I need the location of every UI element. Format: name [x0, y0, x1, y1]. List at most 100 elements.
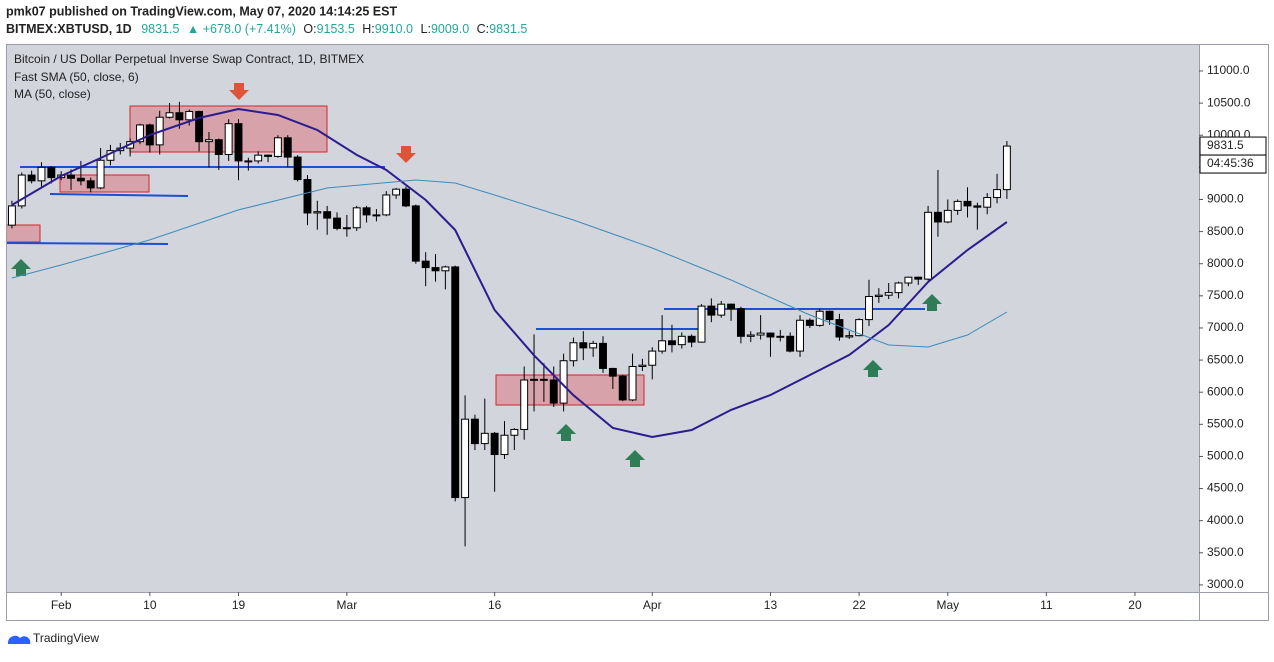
candle-body	[264, 154, 273, 157]
brand: TradingView	[33, 631, 99, 645]
x-tick-label: 22	[852, 598, 866, 612]
candle-body	[727, 303, 736, 310]
ohlc-label: C:	[477, 22, 490, 36]
arrows	[11, 83, 942, 467]
candle-body	[1002, 145, 1011, 191]
x-tick-label: Apr	[643, 598, 662, 612]
buy-arrow	[625, 450, 645, 467]
legend-entry: Fast SMA (50, close, 6)	[14, 70, 139, 84]
x-tick-label: 11	[1040, 598, 1053, 612]
y-tick-label: 3000.0	[1207, 577, 1244, 591]
candle-body	[7, 205, 16, 226]
overlays	[11, 107, 1008, 439]
candle-body	[805, 319, 814, 326]
candle-body	[638, 364, 647, 368]
candle-body	[973, 205, 982, 208]
y-tick-label: 8500.0	[1207, 224, 1244, 238]
candles	[7, 101, 1011, 547]
candle-body	[313, 211, 322, 214]
candle-body	[283, 137, 292, 158]
x-tick-label: Mar	[337, 598, 358, 612]
candle-body	[569, 342, 578, 362]
candle-body	[67, 174, 75, 179]
candle-body	[796, 319, 804, 352]
candle-body	[539, 378, 548, 381]
candle-body	[461, 418, 470, 499]
buy-arrow	[11, 259, 31, 276]
y-tick-label: 7500.0	[1207, 288, 1244, 302]
sell-arrow	[229, 83, 249, 100]
change: ▲ +678.0 (+7.41%)	[187, 22, 296, 36]
candle-body	[86, 180, 95, 189]
candle-body	[983, 197, 992, 208]
y-tick-label: 4000.0	[1207, 513, 1244, 527]
candle-body	[421, 260, 430, 269]
candle-body	[717, 303, 726, 316]
y-tick-label: 8000.0	[1207, 256, 1244, 270]
candle-body	[441, 266, 450, 272]
candle-body	[697, 305, 706, 343]
candle-body	[993, 189, 1001, 199]
candle-body	[579, 342, 588, 349]
candle-body	[205, 139, 213, 143]
x-tick-label: May	[936, 598, 959, 612]
y-tick-label: 9000.0	[1207, 192, 1244, 206]
ohlc-label: L:	[421, 22, 431, 36]
candle-body	[884, 292, 893, 296]
y-tick-label: 10500.0	[1207, 95, 1251, 109]
candle-body	[894, 282, 903, 294]
candle-body	[707, 305, 716, 316]
candle-body	[746, 334, 755, 337]
candle-body	[914, 276, 923, 280]
sell-arrow	[396, 146, 416, 163]
candle-body	[530, 378, 538, 381]
y-tick-label: 6000.0	[1207, 384, 1244, 398]
candle-body	[185, 110, 194, 121]
candle-body	[608, 367, 617, 377]
candle-body	[136, 124, 144, 143]
candle-body	[411, 205, 420, 262]
x-tick-label: 20	[1128, 598, 1142, 612]
publisher-line: pmk07 published on TradingView.com, May …	[6, 4, 397, 18]
candle-body	[677, 335, 686, 346]
indicator-line	[11, 179, 1008, 348]
y-tick-label: 5500.0	[1207, 416, 1244, 430]
candle-body	[855, 319, 864, 337]
candle-body	[668, 340, 676, 346]
last-price: 9831.5	[141, 22, 179, 36]
candle-body	[431, 267, 440, 272]
candle-body	[786, 335, 795, 352]
candle-body	[924, 211, 933, 280]
symbol: BITMEX:XBTUSD, 1D	[6, 22, 132, 36]
candle-body	[687, 335, 696, 343]
candle-body	[273, 137, 282, 157]
candle-body	[352, 207, 361, 229]
candle-body	[382, 194, 391, 216]
y-tick-label: 7000.0	[1207, 320, 1244, 334]
candle-body	[175, 112, 184, 121]
candle-body	[756, 332, 765, 336]
candle-body	[874, 294, 883, 297]
candle-body	[845, 335, 854, 338]
ohlc-value: 9009.0	[431, 22, 469, 36]
y-tick-label: 3500.0	[1207, 545, 1244, 559]
x-tick-label: 19	[232, 598, 246, 612]
price-label: 9831.5	[1207, 138, 1244, 152]
brand-logo	[8, 635, 31, 644]
buy-arrow	[922, 294, 942, 311]
y-tick-label: 4500.0	[1207, 481, 1244, 495]
buy-arrow	[556, 424, 576, 441]
candle-body	[47, 166, 56, 179]
candle-body	[658, 340, 667, 352]
buy-arrow	[863, 360, 883, 377]
candle-body	[835, 319, 844, 338]
candle-body	[628, 366, 637, 401]
ohlc-value: 9153.5	[317, 22, 355, 36]
candle-body	[776, 335, 785, 338]
candle-body	[27, 174, 36, 182]
candle-body	[480, 432, 489, 445]
ohlc-value: 9831.5	[489, 22, 527, 36]
candle-body	[244, 160, 253, 163]
legend-entry: MA (50, close)	[14, 87, 91, 101]
